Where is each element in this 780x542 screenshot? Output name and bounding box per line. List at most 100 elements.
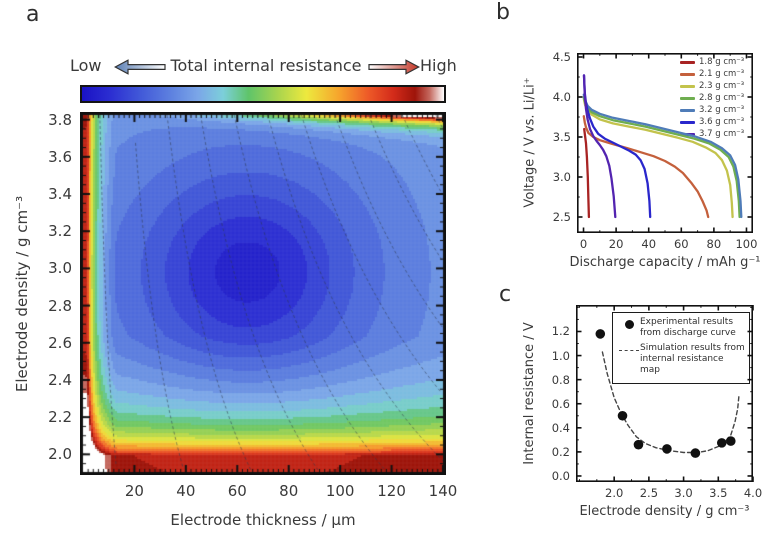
y-tick-label: 2.5 — [552, 210, 571, 224]
x-tick-label: 3.0 — [674, 486, 693, 500]
y-tick-label: 0.2 — [551, 444, 570, 459]
colorbar-gradient — [80, 85, 446, 103]
series-label: 2.3 g cm⁻³ — [699, 81, 745, 91]
series-label: 2.1 g cm⁻³ — [699, 69, 745, 79]
heatmap-y-tick: 2.8 — [48, 296, 72, 315]
legend-item-simulation: Simulation results from internal resista… — [618, 343, 745, 376]
b-y-axis-title: Voltage / V vs. Li/Li⁺ — [522, 77, 538, 208]
discharge-curve — [582, 95, 741, 219]
x-tick-label: 3.5 — [709, 486, 728, 500]
series-color-swatch-icon — [680, 72, 695, 76]
discharge-curve — [582, 93, 743, 219]
c-x-axis-title: Electrode density / g cm⁻³ — [579, 504, 750, 519]
discharge-curve — [582, 97, 734, 219]
heatmap-internal-resistance — [80, 112, 446, 475]
y-tick-label: 3.0 — [552, 170, 571, 184]
y-tick-label: 0.4 — [551, 420, 570, 435]
experimental-data-point — [617, 410, 628, 421]
y-tick-label: 0.6 — [551, 396, 570, 411]
heatmap-y-tick: 2.6 — [48, 333, 72, 352]
x-tick-label: 40 — [641, 237, 657, 251]
resistance-chart-legend: Experimental results from discharge curv… — [612, 312, 750, 384]
legend-item: 2.3 g cm⁻³ — [680, 80, 780, 92]
y-tick-label: 4.0 — [552, 90, 571, 104]
discharge-curve — [583, 127, 591, 219]
colorbar-low-label: Low — [70, 56, 102, 75]
legend-item: 3.6 g cm⁻³ — [680, 116, 780, 128]
heatmap-y-tick: 3.2 — [48, 222, 72, 241]
series-label: 3.6 g cm⁻³ — [699, 117, 745, 127]
colorbar-high-label: High — [420, 56, 457, 75]
heatmap-y-tick: 3.0 — [48, 259, 72, 278]
series-color-swatch-icon — [680, 96, 695, 100]
experimental-data-point — [633, 439, 644, 450]
series-label: 3.2 g cm⁻³ — [699, 105, 745, 115]
heatmap-y-axis-title: Electrode density / g cm⁻³ — [13, 195, 31, 393]
legend-item: 3.2 g cm⁻³ — [680, 104, 780, 116]
series-color-swatch-icon — [680, 108, 695, 112]
discharge-curve — [582, 115, 710, 219]
heatmap-y-tick: 2.0 — [48, 445, 72, 464]
series-color-swatch-icon — [680, 84, 695, 88]
heatmap-y-tick: 3.6 — [48, 147, 72, 166]
y-tick-label: 1.2 — [551, 324, 570, 339]
heatmap-x-tick: 40 — [176, 482, 196, 500]
b-x-axis-title: Discharge capacity / mAh g⁻¹ — [569, 255, 761, 270]
discharge-curve — [582, 74, 617, 219]
legend-simulation-label: Simulation results from internal resista… — [640, 342, 745, 375]
heatmap-x-tick: 100 — [325, 482, 355, 500]
resistance-vs-density-chart: Experimental results from discharge curv… — [518, 295, 780, 540]
y-tick-label: 0.0 — [551, 468, 570, 483]
experimental-data-point — [690, 448, 701, 458]
y-tick-label: 1.0 — [551, 348, 570, 363]
experimental-dot-icon — [618, 320, 640, 329]
resistance-vs-density-plot — [576, 305, 754, 482]
x-tick-label: 2.0 — [605, 486, 624, 500]
x-tick-label: 0 — [579, 237, 588, 251]
arrow-left-icon — [114, 59, 166, 75]
x-tick-label: 80 — [706, 237, 722, 251]
heatmap-x-tick: 80 — [279, 482, 299, 500]
y-tick-label: 3.5 — [552, 130, 571, 144]
legend-item-experimental: Experimental results from discharge curv… — [618, 317, 745, 339]
series-label: 2.8 g cm⁻³ — [699, 93, 745, 103]
heatmap-y-tick: 3.8 — [48, 110, 72, 129]
legend-item: 2.1 g cm⁻³ — [680, 68, 780, 80]
x-tick-label: 20 — [608, 237, 624, 251]
heatmap-x-axis-title: Electrode thickness / μm — [170, 511, 356, 529]
series-color-swatch-icon — [680, 120, 695, 124]
heatmap-x-tick: 140 — [428, 482, 458, 500]
c-y-axis-title: Internal resistance / V — [521, 321, 537, 465]
experimental-data-point — [725, 436, 736, 446]
legend-item: 1.8 g cm⁻³ — [680, 56, 780, 68]
series-color-swatch-icon — [680, 60, 695, 64]
x-tick-label: 60 — [673, 237, 689, 251]
x-tick-label: 4.0 — [743, 486, 763, 500]
discharge-curves-plot — [577, 53, 753, 233]
discharge-curves-chart: 1.8 g cm⁻³ 2.1 g cm⁻³ 2.3 g cm⁻³ 2.8 g cm⁻³… — [520, 40, 780, 280]
heatmap-x-tick: 60 — [227, 482, 247, 500]
experimental-data-point — [595, 329, 606, 339]
series-label: 1.8 g cm⁻³ — [699, 57, 745, 67]
simulation-curve — [601, 351, 740, 454]
heatmap-y-tick: 2.2 — [48, 408, 72, 427]
y-tick-label: 4.5 — [552, 50, 571, 64]
heatmap-y-tick: 2.4 — [48, 370, 72, 389]
panel-c-label: c — [499, 282, 512, 307]
arrow-right-icon — [368, 59, 420, 75]
x-tick-label: 100 — [735, 237, 758, 251]
y-tick-label: 0.8 — [551, 372, 570, 387]
colorbar-title: Total internal resistance — [170, 56, 362, 75]
experimental-data-point — [662, 444, 672, 454]
heatmap-x-tick: 120 — [377, 482, 406, 500]
simulation-dash-icon — [618, 346, 640, 351]
panel-a-label: a — [26, 2, 40, 27]
heatmap-x-tick: 20 — [124, 482, 144, 500]
legend-item: 2.8 g cm⁻³ — [680, 92, 780, 104]
heatmap-y-tick: 3.4 — [48, 185, 72, 204]
series-label: 3.7 g cm⁻³ — [699, 129, 745, 139]
x-tick-label: 2.5 — [639, 486, 659, 500]
experimental-data-point — [716, 438, 727, 448]
legend-experimental-label: Experimental results from discharge curv… — [640, 317, 736, 338]
